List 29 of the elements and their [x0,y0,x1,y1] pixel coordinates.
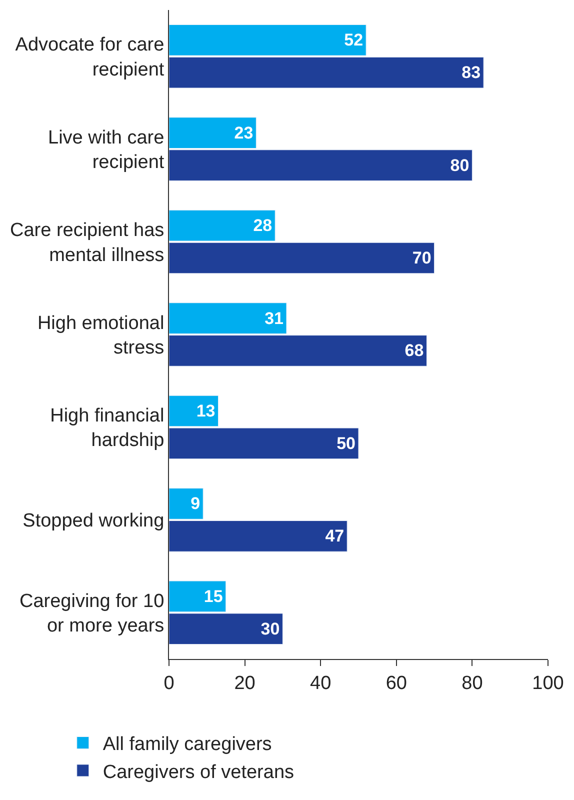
x-tick-label: 40 [310,672,332,694]
legend-label: Caregivers of veterans [102,762,294,783]
data-label: 13 [196,401,216,420]
data-label: 28 [253,216,272,236]
y-tick-label: High financial hardship [50,406,164,452]
data-label: 52 [344,30,364,50]
x-tick-label: 20 [234,672,256,694]
y-tick-label: Advocate for care recipient [15,34,165,80]
data-label: 15 [204,586,223,606]
data-label: 30 [260,619,280,638]
data-label: 83 [462,63,481,82]
legend-label: All family caregivers [102,734,272,756]
x-tick-label: 80 [462,672,483,694]
x-tick-label: 60 [386,672,407,694]
y-tick-label: Care recipient has mental illness [10,220,164,266]
x-tick-label: 0 [164,672,174,694]
data-label: 23 [234,123,254,142]
x-tick-label: 100 [532,672,564,694]
data-label: 68 [404,341,424,360]
data-label: 50 [336,434,356,453]
data-label: 9 [190,494,200,514]
y-tick-label: Stopped working [22,510,164,532]
data-label: 47 [325,526,344,546]
y-tick-label: Live with care recipient [48,127,165,174]
y-tick-label: Caregiving for 10 or more years [19,590,164,637]
data-label: 80 [450,156,470,175]
data-label: 31 [264,308,284,328]
data-label: 70 [412,248,432,268]
y-tick-label: High emotional stress [37,312,164,358]
